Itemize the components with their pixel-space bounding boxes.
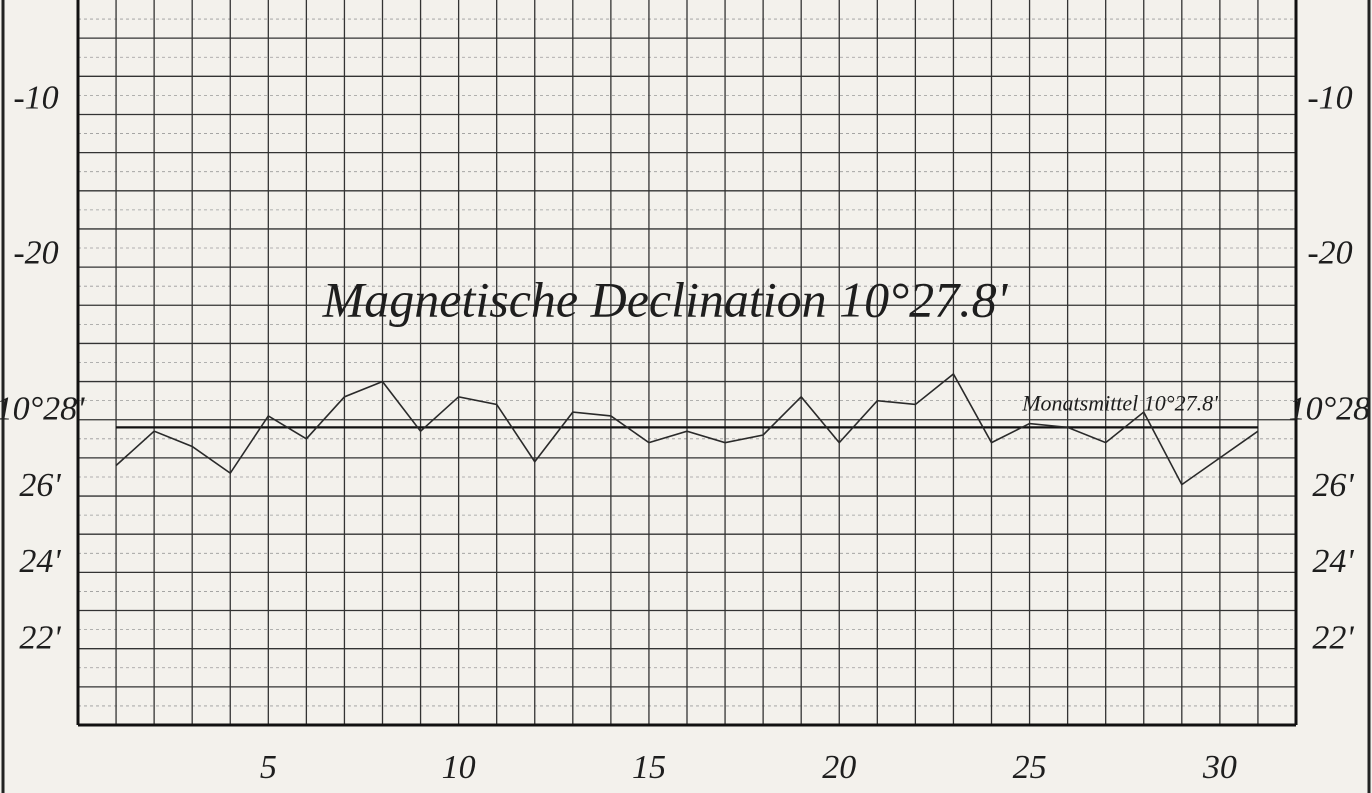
x-tick-label: 25 (1013, 749, 1047, 786)
marks (115, 372, 1259, 486)
chart-title: Magnetische Declination 10°27.8' (322, 271, 1009, 327)
data-line (115, 372, 1259, 486)
y2-tick-label: -20 (13, 234, 58, 271)
y-tick-label: 26' (19, 467, 61, 504)
y-tick-label: 22' (1312, 619, 1354, 656)
y-tick-label: 22' (19, 619, 61, 656)
grid (76, 0, 1298, 727)
x-tick-label: 30 (1202, 749, 1237, 786)
y2-tick-label: -20 (1307, 234, 1352, 271)
y-tick-label: 26' (1312, 467, 1354, 504)
y-tick-label: 10°28' (0, 391, 85, 428)
y2-tick-label: -10 (1307, 79, 1352, 116)
y-tick-label: 24' (19, 543, 61, 580)
y-tick-label: 24' (1312, 543, 1354, 580)
x-tick-label: 10 (442, 749, 476, 786)
y-tick-label: 10°28' (1289, 391, 1372, 428)
x-tick-label: 5 (260, 749, 277, 786)
y2-tick-label: -10 (13, 79, 58, 116)
mean-label: Monatsmittel 10°27.8' (1021, 390, 1218, 415)
x-tick-label: 15 (632, 749, 666, 786)
x-tick-label: 20 (822, 749, 856, 786)
